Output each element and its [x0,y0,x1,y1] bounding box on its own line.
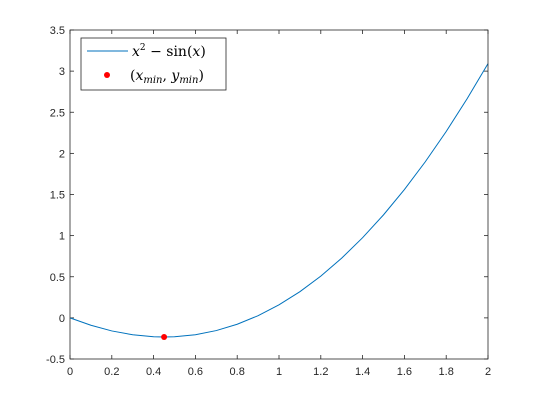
legend-close: ) [200,44,205,60]
x-axis: 0 0.2 0.4 0.6 0.8 1 1.2 1.4 1.6 1.8 2 [67,30,491,378]
legend-box [80,37,227,91]
y-tick-label: 2.5 [50,107,65,119]
legend-label-curve: x2 − sin(x) [132,43,206,60]
legend-minus: − sin( [146,44,193,60]
x-tick-label: 0.2 [104,366,119,378]
plot-box [69,29,489,360]
series-layer [69,63,489,340]
x-tick-label: 1.8 [439,366,454,378]
y-tick-label: 3 [59,66,65,78]
y-tick-label: 0.5 [50,272,65,284]
y-tick-label: 2 [59,148,65,160]
legend-exponent: 2 [140,43,146,53]
y-tick-label: 1.5 [50,190,65,202]
x-tick-label: 0 [67,366,73,378]
x-tick-label: 1.4 [355,366,370,378]
legend-x2: x [192,44,200,60]
legend-x: x [132,44,140,60]
legend: x2 − sin(x) (xmin, ymin) [80,37,227,91]
y-tick-label: 3.5 [50,25,65,37]
legend-label-min: (xmin, ymin) [130,68,204,86]
x-tick-label: 0.6 [188,366,203,378]
x-tick-label: 1.6 [397,366,412,378]
x-tick-label: 0.8 [230,366,245,378]
series-line [69,63,489,338]
y-tick-label: 1 [59,231,65,243]
y-tick-label: -0.5 [46,354,65,366]
y-tick-label: 0 [59,313,65,325]
x-tick-label: 1.2 [313,366,328,378]
y-axis: -0.5 0 0.5 1 1.5 2 2.5 3 3.5 [46,25,488,366]
x-tick-label: 1 [276,366,282,378]
x-tick-label: 0.4 [146,366,161,378]
minimum-point-marker [161,333,168,340]
legend-marker-swatch [104,72,110,78]
x-tick-label: 2 [485,366,491,378]
